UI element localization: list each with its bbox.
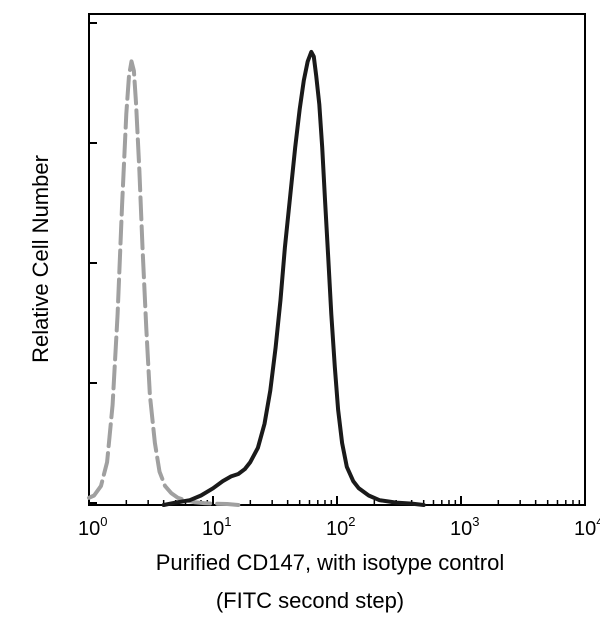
x-axis-ticks: 100 101 102 103 104 <box>78 496 600 540</box>
x-tick-label: 103 <box>450 514 479 540</box>
x-axis-title-line2: (FITC second step) <box>216 588 404 613</box>
plot-frame <box>88 13 586 506</box>
x-tick-label: 100 <box>78 514 107 540</box>
y-axis-ticks <box>89 22 97 504</box>
y-axis-title: Relative Cell Number <box>28 155 53 363</box>
x-axis-title: Purified CD147, with isotype control <box>156 550 505 575</box>
x-tick-label: 102 <box>326 514 355 540</box>
x-tick-label: 104 <box>574 514 600 540</box>
cd147-line <box>161 49 426 507</box>
isotype-control-line <box>87 59 241 507</box>
series-layer <box>87 49 426 507</box>
x-tick-label: 101 <box>202 514 231 540</box>
